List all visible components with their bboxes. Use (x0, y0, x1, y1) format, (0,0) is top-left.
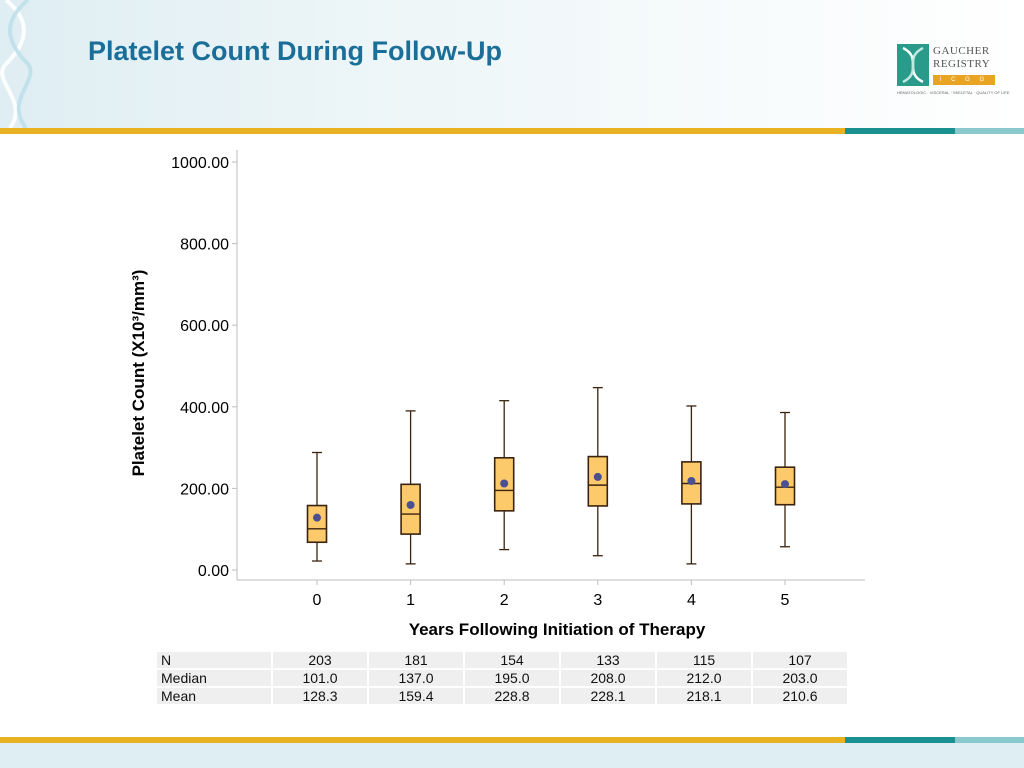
iqr-box (306, 504, 328, 544)
iqr-box (400, 483, 421, 535)
logo-mark-icon (897, 44, 929, 86)
table-cell: 218.1 (655, 686, 753, 706)
box-4 (681, 405, 702, 565)
mean-marker (781, 480, 789, 489)
box-3 (587, 386, 609, 557)
box-1 (400, 410, 421, 565)
table-cell: 133 (559, 650, 657, 670)
mean-marker (313, 513, 321, 522)
table-cell: 208.0 (559, 668, 657, 688)
y-tick-label: 600.00 (180, 318, 229, 335)
table-cell: 137.0 (367, 668, 465, 688)
gaucher-registry-logo: GAUCHER REGISTRY I C G G HEMATOLOGIC · V… (897, 44, 1010, 100)
table-cell: 203 (271, 650, 369, 670)
slide-header: Platelet Count During Follow-Up GAUCHER … (0, 0, 1024, 128)
y-tick-label: 1000.00 (171, 155, 229, 172)
table-cell: 159.4 (367, 686, 465, 706)
table-cell: 228.8 (463, 686, 561, 706)
logo-text-registry: REGISTRY (933, 58, 991, 70)
table-cell: 203.0 (751, 668, 849, 688)
table-cell: 154 (463, 650, 561, 670)
logo-text-gaucher: GAUCHER (933, 45, 990, 57)
x-tick-label: 0 (313, 592, 322, 609)
table-cell: 115 (655, 650, 753, 670)
table-cell: 195.0 (463, 668, 561, 688)
summary-table: N 203 181 154 133 115 107 Median 101.0 137.0 195.0… (155, 650, 849, 706)
dna-helix-icon (0, 0, 33, 128)
x-axis-label: Years Following Initiation of Therapy (409, 620, 706, 639)
slide-footer (0, 743, 1024, 768)
y-axis-label: Platelet Count (X10³/mm³) (129, 270, 148, 477)
box-2 (493, 400, 515, 551)
x-tick-label: 5 (781, 592, 790, 609)
mean-marker (406, 500, 415, 509)
table-row-label: Median (155, 668, 273, 688)
y-tick-label: 400.00 (180, 400, 229, 417)
x-tick-label: 4 (687, 592, 696, 609)
table-cell: 212.0 (655, 668, 753, 688)
chart-axes: 0.00 200.00 400.00 600.00 800.00 1000.00 0 1 2 3 4… (171, 150, 865, 609)
footer-divider-stripe (0, 737, 1024, 743)
table-cell: 181 (367, 650, 465, 670)
table-cell: 101.0 (271, 668, 369, 688)
y-tick-label: 200.00 (180, 481, 229, 498)
y-tick-label: 800.00 (180, 237, 229, 254)
table-cell: 128.3 (271, 686, 369, 706)
iqr-box (587, 455, 609, 507)
table-cell: 210.6 (751, 686, 849, 706)
chart-boxes (306, 386, 796, 565)
x-tick-label: 3 (593, 592, 602, 609)
x-tick-label: 2 (500, 592, 509, 609)
logo-icgg-bar: I C G G (933, 75, 995, 85)
header-divider-stripe (0, 128, 1024, 134)
logo-tagline: HEMATOLOGIC · VISCERAL · SKELETAL · QUAL… (897, 90, 1010, 95)
table-cell: 107 (751, 650, 849, 670)
table-row-label: N (155, 650, 273, 670)
box-0 (306, 451, 328, 562)
table-row-label: Mean (155, 686, 273, 706)
table-row: Mean 128.3 159.4 228.8 228.1 218.1 210.6 (155, 686, 849, 706)
y-tick-label: 0.00 (198, 563, 229, 580)
x-tick-label: 1 (406, 592, 415, 609)
mean-marker (593, 472, 602, 481)
mean-marker (500, 479, 509, 488)
table-cell: 228.1 (559, 686, 657, 706)
table-row: Median 101.0 137.0 195.0 208.0 212.0 203.0 (155, 668, 849, 688)
mean-marker (687, 477, 696, 486)
box-5 (774, 411, 796, 548)
page-title: Platelet Count During Follow-Up (88, 36, 502, 66)
table-row: N 203 181 154 133 115 107 (155, 650, 849, 670)
